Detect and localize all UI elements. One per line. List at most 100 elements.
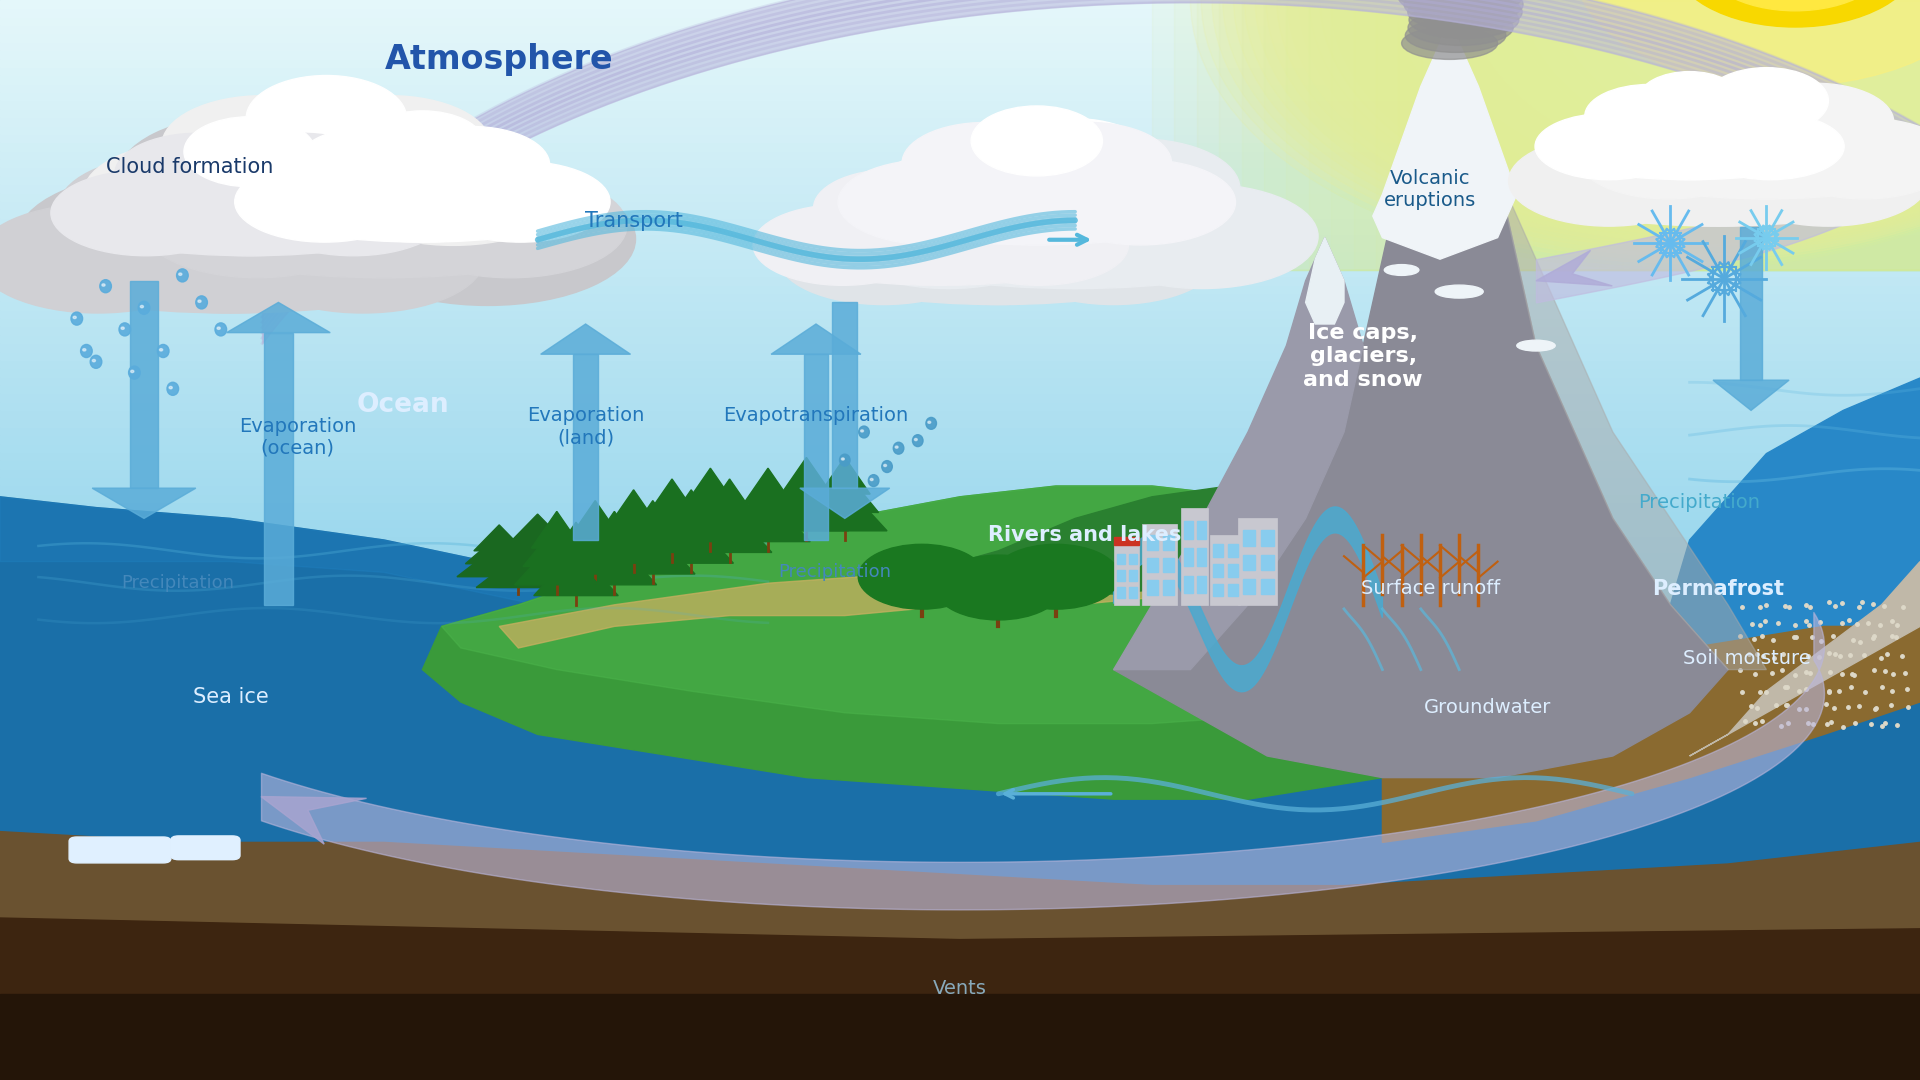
Ellipse shape <box>1298 0 1920 237</box>
Bar <box>0 184 1920 192</box>
Ellipse shape <box>1438 0 1920 192</box>
Bar <box>1242 530 1256 546</box>
Bar <box>0 67 1920 76</box>
Polygon shape <box>422 486 1670 799</box>
Ellipse shape <box>814 170 970 246</box>
Ellipse shape <box>818 190 1064 285</box>
Ellipse shape <box>839 454 851 467</box>
Polygon shape <box>803 485 887 531</box>
Ellipse shape <box>1288 0 1920 240</box>
Polygon shape <box>589 511 639 549</box>
Ellipse shape <box>1384 0 1920 210</box>
Ellipse shape <box>1309 0 1920 233</box>
Polygon shape <box>570 500 620 537</box>
Ellipse shape <box>883 464 887 467</box>
Bar <box>0 251 1920 259</box>
Polygon shape <box>685 468 735 504</box>
Ellipse shape <box>169 122 486 245</box>
Ellipse shape <box>1342 0 1920 222</box>
Ellipse shape <box>90 355 102 368</box>
Ellipse shape <box>1363 0 1920 216</box>
Ellipse shape <box>288 198 557 242</box>
Bar <box>1532 0 1920 270</box>
Ellipse shape <box>296 126 451 203</box>
Ellipse shape <box>1576 97 1751 183</box>
Text: Surface runoff: Surface runoff <box>1361 579 1500 598</box>
Ellipse shape <box>1569 177 1868 226</box>
Bar <box>1444 0 1920 270</box>
Polygon shape <box>0 497 1920 691</box>
Bar <box>1242 555 1256 570</box>
Bar <box>0 469 1920 477</box>
Text: Ocean: Ocean <box>357 392 449 418</box>
Ellipse shape <box>858 544 985 609</box>
Bar <box>0 293 1920 301</box>
Bar <box>0 58 1920 67</box>
Ellipse shape <box>1046 160 1236 245</box>
Ellipse shape <box>1644 104 1889 199</box>
Ellipse shape <box>910 139 1114 239</box>
Bar <box>0 218 1920 226</box>
Bar <box>1164 536 1175 550</box>
Polygon shape <box>705 480 755 516</box>
Bar <box>0 100 1920 109</box>
Ellipse shape <box>159 349 163 351</box>
Polygon shape <box>0 497 1920 1080</box>
Bar <box>0 486 1920 494</box>
Polygon shape <box>515 539 599 585</box>
Ellipse shape <box>177 269 188 282</box>
Bar <box>0 435 1920 444</box>
Bar <box>1578 0 1920 270</box>
Bar <box>1117 554 1125 565</box>
Ellipse shape <box>215 323 227 336</box>
Polygon shape <box>687 507 772 552</box>
Polygon shape <box>1114 0 1728 778</box>
Polygon shape <box>0 832 1920 1080</box>
Bar <box>1734 0 1920 270</box>
Polygon shape <box>922 486 1344 594</box>
Bar <box>0 143 1920 150</box>
Text: Atmosphere: Atmosphere <box>384 43 614 76</box>
Bar <box>1196 549 1206 566</box>
Polygon shape <box>630 507 714 552</box>
Bar <box>0 0 1920 9</box>
Circle shape <box>1699 0 1891 11</box>
Ellipse shape <box>1407 0 1523 31</box>
Ellipse shape <box>902 231 1248 288</box>
Ellipse shape <box>914 438 918 441</box>
Bar <box>0 994 1920 1080</box>
Ellipse shape <box>1244 0 1920 253</box>
Bar <box>0 117 1920 125</box>
Polygon shape <box>513 514 563 540</box>
Ellipse shape <box>300 147 545 242</box>
Bar <box>1261 555 1273 570</box>
Ellipse shape <box>1580 144 1799 179</box>
Bar <box>0 594 1920 603</box>
Ellipse shape <box>50 254 411 313</box>
Ellipse shape <box>196 296 207 309</box>
Bar <box>0 636 1920 645</box>
Ellipse shape <box>1405 18 1505 53</box>
Bar <box>1229 544 1238 557</box>
Ellipse shape <box>964 168 1148 259</box>
Bar <box>0 318 1920 326</box>
Bar <box>0 210 1920 218</box>
Ellipse shape <box>257 171 447 256</box>
Bar <box>0 9 1920 16</box>
Ellipse shape <box>1461 0 1920 186</box>
Ellipse shape <box>806 241 1075 285</box>
Bar <box>0 326 1920 335</box>
Polygon shape <box>628 500 678 537</box>
Bar <box>1146 581 1158 595</box>
Bar <box>0 109 1920 117</box>
Bar <box>1175 0 1920 270</box>
Ellipse shape <box>1705 68 1828 134</box>
Ellipse shape <box>1601 0 1920 141</box>
Bar <box>0 611 1920 619</box>
Ellipse shape <box>1578 0 1920 148</box>
Bar <box>1645 0 1920 270</box>
Text: Soil moisture: Soil moisture <box>1684 649 1811 669</box>
Bar <box>1488 0 1920 270</box>
Bar <box>0 16 1920 25</box>
Bar <box>1142 524 1177 605</box>
